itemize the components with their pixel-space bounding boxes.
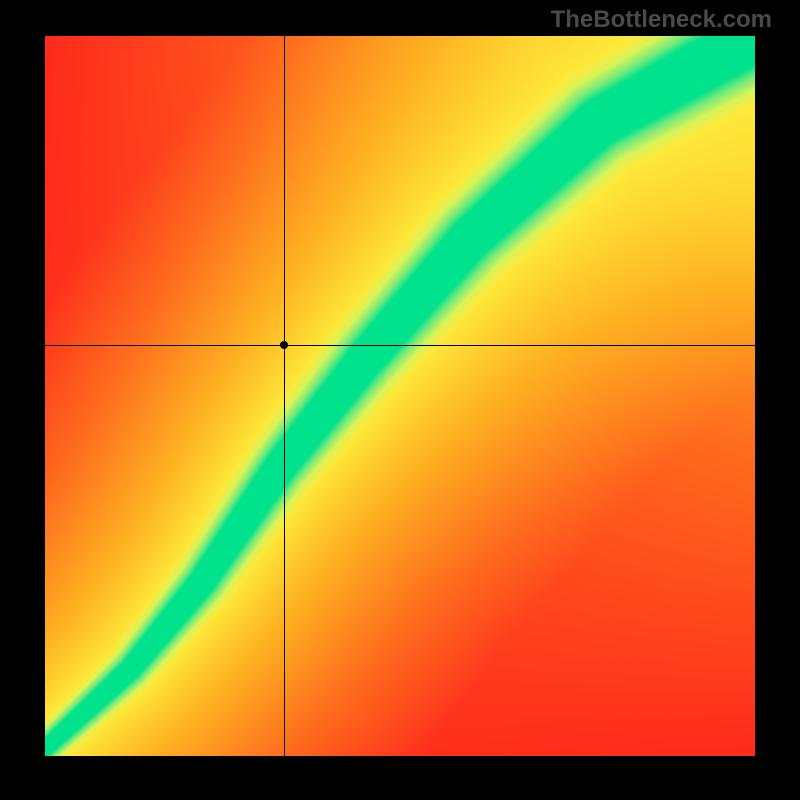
chart-container: TheBottleneck.com bbox=[0, 0, 800, 800]
watermark-text: TheBottleneck.com bbox=[551, 6, 772, 34]
crosshair-vertical bbox=[284, 36, 285, 756]
marker-dot bbox=[280, 341, 288, 349]
plot-area bbox=[45, 36, 755, 756]
crosshair-horizontal bbox=[45, 345, 755, 346]
heatmap-canvas bbox=[45, 36, 755, 756]
